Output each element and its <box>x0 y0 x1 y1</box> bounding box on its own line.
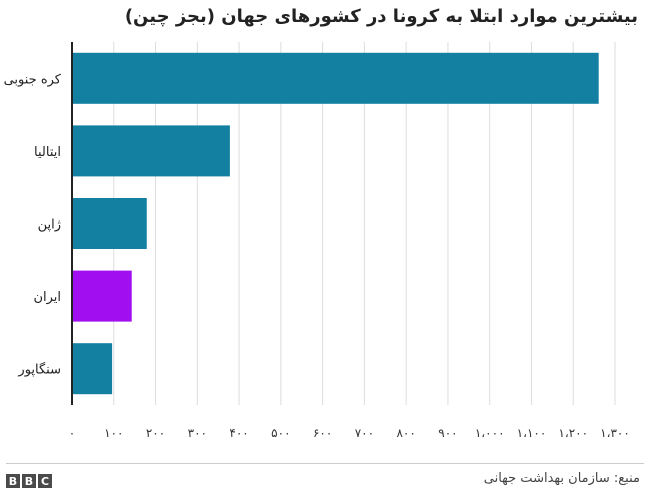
bbc-logo-letter-1: B <box>6 474 20 488</box>
x-tick-label-1: ۱۰۰ <box>104 426 123 440</box>
category-label-3: ایران <box>33 290 61 305</box>
x-tick-label-5: ۵۰۰ <box>271 426 290 440</box>
x-tick-label-10: ۱،۰۰۰ <box>475 426 505 440</box>
x-tick-label-6: ۶۰۰ <box>313 426 332 440</box>
bar-4 <box>72 343 113 395</box>
bbc-logo: B B C <box>6 474 52 488</box>
x-tick-label-13: ۱،۳۰۰ <box>600 426 630 440</box>
x-tick-label-9: ۹۰۰ <box>438 426 457 440</box>
x-tick-label-11: ۱،۱۰۰ <box>517 426 547 440</box>
x-tick-label-2: ۲۰۰ <box>146 426 165 440</box>
x-tick-label-4: ۴۰۰ <box>229 426 248 440</box>
category-label-1: ایتالیا <box>34 145 61 160</box>
footer-divider <box>6 463 644 464</box>
category-label-2: ژاپن <box>38 218 61 233</box>
x-tick-label-12: ۱،۲۰۰ <box>558 426 588 440</box>
bar-1 <box>72 125 230 177</box>
chart-title: بیشترین موارد ابتلا به کرونا در کشورهای … <box>124 6 638 27</box>
category-label-4: سنگاپور <box>17 362 61 378</box>
bar-chart: ۰ ۱۰۰ ۲۰۰ ۳۰۰ ۴۰۰ ۵۰۰ ۶۰۰ ۷۰۰ ۸۰۰ ۹۰۰ ۱،۰۰۰ ۱،۱۰۰ ۱،… <box>4 42 630 440</box>
bar-2 <box>72 198 147 249</box>
x-tick-label-0: ۰ <box>69 426 75 440</box>
x-tick-label-8: ۸۰۰ <box>396 426 415 440</box>
bbc-logo-letter-3: C <box>38 474 52 488</box>
bar-0 <box>72 52 599 104</box>
x-tick-label-3: ۳۰۰ <box>188 426 207 440</box>
bar-3 <box>72 270 132 322</box>
bbc-logo-letter-2: B <box>22 474 36 488</box>
source-note: منبع: سازمان بهداشت جهانی <box>483 471 640 486</box>
x-tick-label-7: ۷۰۰ <box>355 426 374 440</box>
category-label-0: کره جنوبی <box>4 72 62 87</box>
